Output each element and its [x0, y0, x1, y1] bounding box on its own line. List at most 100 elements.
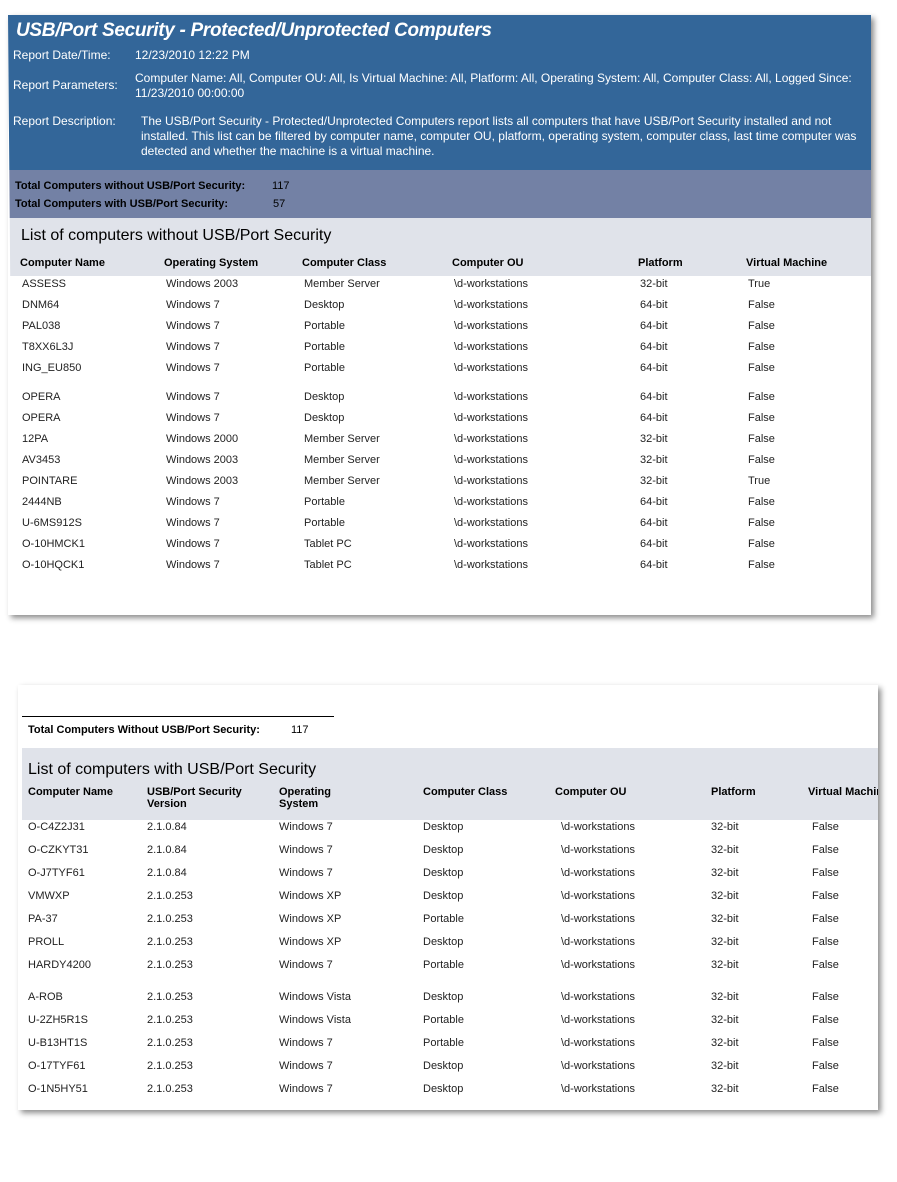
table-cell: \d-workstations [454, 433, 528, 445]
table-cell: U-2ZH5R1S [28, 1014, 88, 1026]
table-cell: Portable [304, 362, 345, 374]
table-cell: Portable [423, 959, 464, 971]
table-cell: 2.1.0.253 [147, 936, 193, 948]
table-cell: \d-workstations [561, 1037, 635, 1049]
with-total-label: Total Computers with USB/Port Security: [15, 198, 229, 210]
column-header: Computer Class [423, 786, 508, 798]
table-cell: \d-workstations [561, 1060, 635, 1072]
table-cell: False [748, 391, 775, 403]
table-cell: 64-bit [640, 517, 668, 529]
table-cell: \d-workstations [454, 278, 528, 290]
table-cell: 2.1.0.253 [147, 959, 193, 971]
table-cell: False [812, 1014, 839, 1026]
table-cell: False [812, 913, 839, 925]
table-cell: Desktop [423, 991, 464, 1003]
table-cell: False [748, 538, 775, 550]
table-cell: Portable [304, 496, 345, 508]
table-cell: 32-bit [711, 959, 739, 971]
table-cell: 32-bit [711, 1060, 739, 1072]
table-cell: Desktop [423, 1083, 464, 1095]
table-cell: 64-bit [640, 412, 668, 424]
column-header: Operating System [279, 786, 331, 810]
table-cell: 2.1.0.253 [147, 913, 193, 925]
table-cell: 32-bit [640, 278, 668, 290]
table-cell: U-B13HT1S [28, 1037, 88, 1049]
table-cell: Windows XP [279, 890, 342, 902]
table-cell: 32-bit [711, 867, 739, 879]
without-total-label: Total Computers without USB/Port Securit… [15, 180, 246, 192]
table-cell: Windows XP [279, 936, 342, 948]
table-cell: AV3453 [22, 454, 61, 466]
table-cell: \d-workstations [454, 454, 528, 466]
column-header: Computer Class [302, 257, 387, 269]
table-cell: 2.1.0.253 [147, 1060, 193, 1072]
table-cell: Windows Vista [279, 991, 351, 1003]
table-cell: False [748, 362, 775, 374]
table-cell: 32-bit [711, 913, 739, 925]
table-cell: False [748, 299, 775, 311]
table-cell: \d-workstations [454, 341, 528, 353]
table-cell: Desktop [423, 1060, 464, 1072]
table-cell: Windows 7 [166, 517, 220, 529]
table-cell: 64-bit [640, 496, 668, 508]
table-cell: \d-workstations [454, 559, 528, 571]
table-cell: \d-workstations [561, 936, 635, 948]
table-cell: 2.1.0.84 [147, 867, 187, 879]
table-cell: Desktop [423, 867, 464, 879]
without-section-header: List of computers without USB/Port Secur… [8, 218, 871, 276]
table-cell: 32-bit [711, 821, 739, 833]
table-cell: 32-bit [640, 454, 668, 466]
table-cell: O-10HMCK1 [22, 538, 85, 550]
column-header: Computer OU [555, 786, 627, 798]
table-cell: True [748, 278, 771, 290]
table-cell: \d-workstations [561, 913, 635, 925]
table-cell: 2444NB [22, 496, 62, 508]
table-cell: 2.1.0.253 [147, 1037, 193, 1049]
table-cell: \d-workstations [561, 959, 635, 971]
table-cell: Windows 7 [166, 362, 220, 374]
table-cell: Portable [423, 913, 464, 925]
table-cell: O-1N5HY51 [28, 1083, 88, 1095]
column-header: Computer OU [452, 257, 524, 269]
table-cell: \d-workstations [561, 844, 635, 856]
params-value: Computer Name: All, Computer OU: All, Is… [135, 71, 852, 100]
table-cell: \d-workstations [561, 1083, 635, 1095]
table-cell: O-C4Z2J31 [28, 821, 85, 833]
table-cell: O-CZKYT31 [28, 844, 89, 856]
table-cell: 32-bit [711, 890, 739, 902]
table-cell: Desktop [304, 391, 345, 403]
table-cell: \d-workstations [454, 320, 528, 332]
table-cell: \d-workstations [561, 867, 635, 879]
table-cell: Member Server [304, 433, 380, 445]
date-value: 12/23/2010 12:22 PM [135, 48, 250, 62]
column-header: Computer Name [28, 786, 113, 798]
table-cell: 32-bit [711, 844, 739, 856]
table-cell: POINTARE [22, 475, 78, 487]
table-cell: HARDY4200 [28, 959, 91, 971]
desc-value: The USB/Port Security - Protected/Unprot… [141, 114, 857, 158]
table-cell: Windows 7 [279, 1037, 333, 1049]
table-cell: 32-bit [711, 1083, 739, 1095]
table-cell: False [748, 433, 775, 445]
table-cell: Windows 7 [166, 412, 220, 424]
table-cell: Windows Vista [279, 1014, 351, 1026]
table-cell: Windows 7 [166, 341, 220, 353]
table-cell: \d-workstations [454, 391, 528, 403]
table-cell: 64-bit [640, 559, 668, 571]
table-cell: 32-bit [640, 475, 668, 487]
table-cell: Portable [423, 1037, 464, 1049]
table-cell: T8XX6L3J [22, 341, 74, 353]
table-cell: False [812, 959, 839, 971]
table-cell: 64-bit [640, 341, 668, 353]
without-total-value: 117 [272, 180, 290, 192]
table-cell: ASSESS [22, 278, 67, 290]
without-section-title: List of computers without USB/Port Secur… [21, 227, 332, 244]
report-page-1: USB/Port Security - Protected/Unprotecte… [8, 15, 871, 615]
table-cell: Portable [304, 341, 345, 353]
table-cell: Desktop [304, 412, 345, 424]
table-cell: PAL038 [22, 320, 61, 332]
table-cell: False [748, 559, 775, 571]
table-cell: 64-bit [640, 299, 668, 311]
table-cell: Windows 7 [279, 1060, 333, 1072]
table-cell: False [748, 341, 775, 353]
